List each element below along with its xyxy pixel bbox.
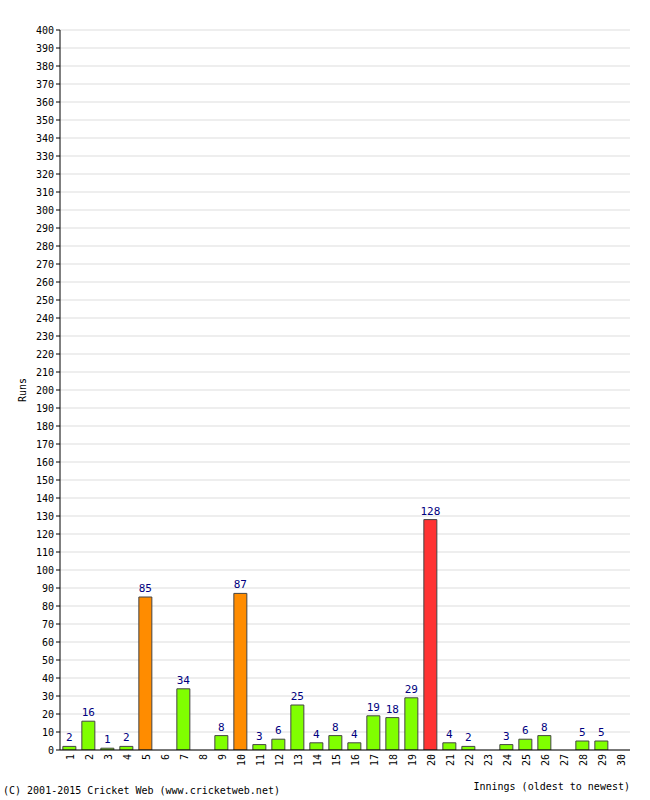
svg-text:10: 10 [236,754,247,766]
svg-text:13: 13 [293,754,304,766]
svg-text:4: 4 [313,728,320,741]
svg-text:18: 18 [388,754,399,766]
svg-text:11: 11 [255,754,266,766]
svg-text:160: 160 [36,457,54,468]
svg-text:20: 20 [426,754,437,766]
svg-text:330: 330 [36,151,54,162]
svg-text:270: 270 [36,259,54,270]
svg-text:30: 30 [616,754,627,766]
svg-text:15: 15 [331,754,342,766]
svg-text:18: 18 [386,703,399,716]
html-text:(C) 2001-2015 Cricket Web (www: (C) 2001-2015 Cricket Web (www.cricketwe… [3,785,280,796]
svg-text:5: 5 [579,726,586,739]
svg-text:280: 280 [36,241,54,252]
svg-text:230: 230 [36,331,54,342]
svg-text:380: 380 [36,61,54,72]
svg-text:8: 8 [332,721,339,734]
svg-text:400: 400 [36,25,54,36]
svg-text:350: 350 [36,115,54,126]
svg-text:220: 220 [36,349,54,360]
svg-text:4: 4 [351,728,358,741]
svg-text:170: 170 [36,439,54,450]
svg-text:25: 25 [291,690,304,703]
svg-text:8: 8 [198,754,209,760]
svg-text:40: 40 [42,673,54,684]
svg-text:85: 85 [139,582,152,595]
svg-text:22: 22 [464,754,475,766]
svg-text:190: 190 [36,403,54,414]
svg-text:320: 320 [36,169,54,180]
svg-text:19: 19 [407,754,418,766]
svg-text:28: 28 [578,754,589,766]
svg-text:370: 370 [36,79,54,90]
svg-text:87: 87 [234,578,247,591]
svg-text:80: 80 [42,601,54,612]
svg-text:10: 10 [42,727,54,738]
svg-text:3: 3 [503,730,510,743]
svg-text:1: 1 [104,733,111,746]
svg-text:5: 5 [598,726,605,739]
svg-text:0: 0 [48,745,54,756]
svg-text:Runs: Runs [17,378,28,402]
svg-text:21: 21 [445,754,456,766]
svg-text:24: 24 [502,754,513,766]
svg-text:8: 8 [541,721,548,734]
svg-text:3: 3 [103,754,114,760]
svg-text:27: 27 [559,754,570,766]
svg-text:4: 4 [446,728,453,741]
svg-text:5: 5 [141,754,152,760]
svg-text:8: 8 [218,721,225,734]
svg-text:70: 70 [42,619,54,630]
svg-text:260: 260 [36,277,54,288]
svg-text:110: 110 [36,547,54,558]
svg-text:29: 29 [597,754,608,766]
svg-text:210: 210 [36,367,54,378]
svg-text:6: 6 [160,754,171,760]
svg-text:250: 250 [36,295,54,306]
svg-text:23: 23 [483,754,494,766]
svg-text:2: 2 [66,731,73,744]
svg-text:340: 340 [36,133,54,144]
svg-text:29: 29 [405,683,418,696]
svg-text:60: 60 [42,637,54,648]
svg-text:100: 100 [36,565,54,576]
svg-text:300: 300 [36,205,54,216]
svg-text:360: 360 [36,97,54,108]
svg-text:16: 16 [82,706,95,719]
svg-text:25: 25 [521,754,532,766]
svg-text:3: 3 [256,730,263,743]
svg-text:14: 14 [312,754,323,766]
svg-text:9: 9 [217,754,228,760]
svg-text:150: 150 [36,475,54,486]
svg-text:130: 130 [36,511,54,522]
svg-text:2: 2 [123,731,130,744]
svg-text:90: 90 [42,583,54,594]
svg-text:50: 50 [42,655,54,666]
svg-text:2: 2 [84,754,95,760]
svg-text:128: 128 [420,505,440,518]
svg-text:310: 310 [36,187,54,198]
svg-text:200: 200 [36,385,54,396]
svg-text:2: 2 [465,731,472,744]
svg-text:120: 120 [36,529,54,540]
svg-text:140: 140 [36,493,54,504]
svg-text:4: 4 [122,754,133,760]
svg-text:16: 16 [350,754,361,766]
svg-text:34: 34 [177,674,191,687]
svg-text:20: 20 [42,709,54,720]
svg-text:30: 30 [42,691,54,702]
svg-text:6: 6 [522,724,529,737]
svg-text:12: 12 [274,754,285,766]
svg-text:26: 26 [540,754,551,766]
svg-text:17: 17 [369,754,380,766]
svg-text:19: 19 [367,701,380,714]
svg-text:7: 7 [179,754,190,760]
svg-text:290: 290 [36,223,54,234]
svg-text:180: 180 [36,421,54,432]
svg-text:6: 6 [275,724,282,737]
svg-text:Innings (oldest to newest): Innings (oldest to newest) [473,781,630,792]
svg-text:390: 390 [36,43,54,54]
svg-text:240: 240 [36,313,54,324]
svg-text:1: 1 [65,754,76,760]
